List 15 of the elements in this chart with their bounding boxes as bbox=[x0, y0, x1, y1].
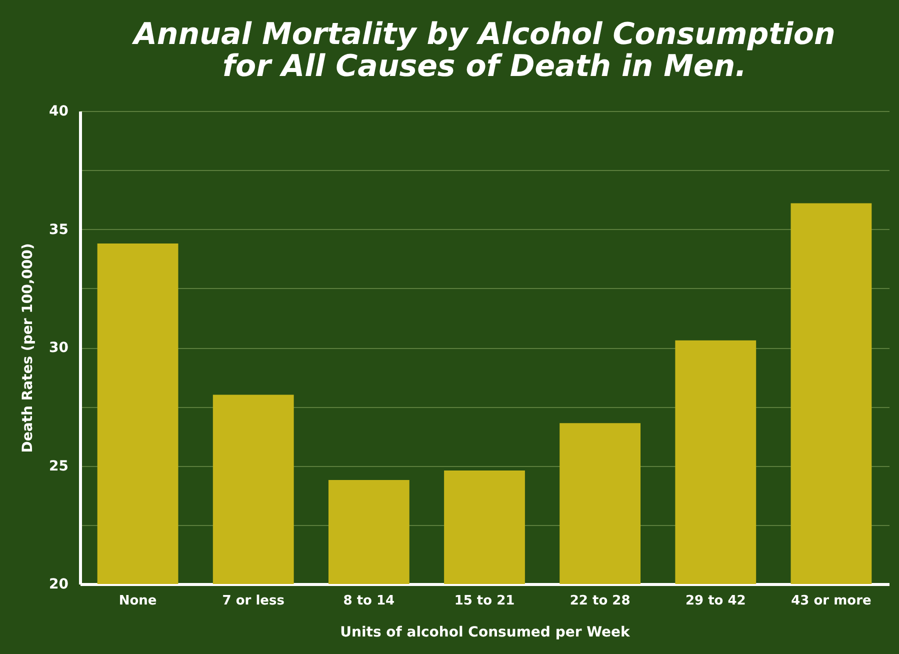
x-tick-label: 8 to 14 bbox=[343, 594, 395, 608]
x-tick-label: 15 to 21 bbox=[454, 594, 515, 608]
x-tick-label: 43 or more bbox=[791, 594, 872, 608]
chart-title: Annual Mortality by Alcohol Consumption for All Causes of Death in Men. bbox=[132, 17, 836, 84]
x-tick-label: 7 or less bbox=[222, 594, 285, 608]
x-axis-title: Units of alcohol Consumed per Week bbox=[340, 624, 631, 640]
y-axis-title: Death Rates (per 100,000) bbox=[20, 243, 36, 453]
y-tick-label: 25 bbox=[49, 458, 68, 474]
x-tick-label: None bbox=[118, 594, 157, 608]
y-tick-label: 40 bbox=[49, 104, 69, 120]
x-tick-label: 22 to 28 bbox=[570, 594, 630, 608]
y-tick-label: 20 bbox=[49, 576, 69, 592]
y-tick-label: 35 bbox=[49, 222, 68, 238]
y-tick-label: 30 bbox=[49, 340, 69, 356]
x-tick-label: 29 to 42 bbox=[685, 594, 746, 608]
